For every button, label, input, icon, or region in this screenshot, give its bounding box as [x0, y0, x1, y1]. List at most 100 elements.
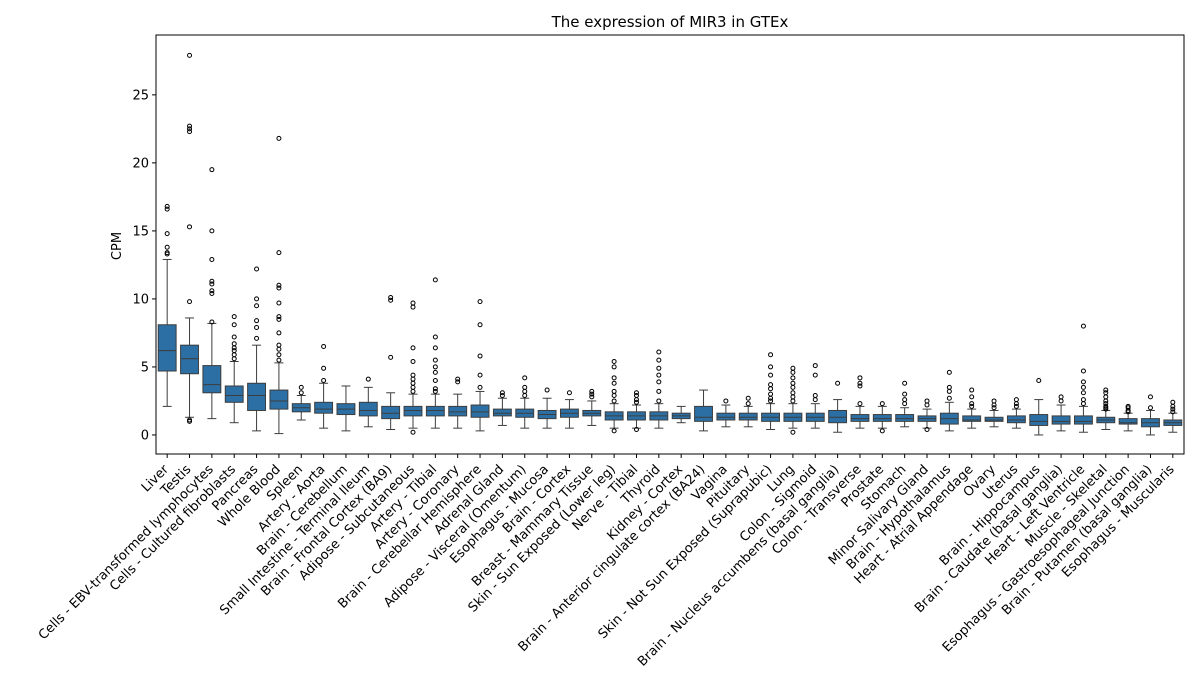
box-group: [805, 363, 825, 429]
outlier-point: [231, 341, 237, 347]
outlier-point: [768, 364, 774, 370]
outlier-point: [321, 378, 327, 384]
outlier-point: [812, 393, 818, 399]
outlier-point: [187, 299, 193, 305]
outlier-point: [164, 231, 170, 237]
outlier-point: [768, 386, 774, 392]
outlier-point: [1170, 403, 1176, 409]
y-tick-label: 15: [132, 224, 149, 239]
box: [202, 365, 222, 394]
box-group: [515, 375, 535, 429]
outlier-point: [1170, 409, 1176, 415]
box: [872, 414, 892, 422]
outlier-point: [1080, 384, 1086, 390]
outlier-point: [790, 384, 796, 390]
outlier-point: [1103, 394, 1109, 400]
outlier-point: [1080, 401, 1086, 407]
outlier-point: [187, 129, 193, 135]
outlier-point: [812, 363, 818, 369]
outlier-point: [477, 384, 483, 390]
outlier-point: [209, 288, 215, 294]
outlier-point: [321, 365, 327, 371]
box-group: [1073, 323, 1093, 433]
outlier-point: [298, 390, 304, 396]
outlier-point: [209, 290, 215, 296]
box-group: [448, 376, 468, 429]
box-group: [694, 389, 713, 432]
y-tick-label: 0: [141, 428, 149, 443]
box-group: [962, 387, 982, 429]
outlier-point: [633, 397, 639, 403]
box-group: [1051, 394, 1071, 432]
outlier-point: [656, 388, 662, 394]
box: [358, 401, 378, 417]
box-group: [1118, 403, 1138, 432]
outlier-point: [1103, 401, 1109, 407]
box-group: [738, 395, 758, 428]
box: [269, 389, 289, 410]
outlier-point: [410, 388, 416, 394]
box-group: [939, 369, 959, 432]
outlier-point: [410, 345, 416, 351]
outlier-point: [790, 375, 796, 381]
y-tick-label: 10: [132, 292, 149, 307]
outlier-point: [611, 428, 617, 434]
box-group: [783, 365, 803, 435]
outlier-point: [611, 393, 617, 399]
box: [180, 344, 199, 375]
outlier-point: [656, 349, 662, 355]
box: [492, 408, 512, 417]
outlier-point: [254, 303, 260, 309]
outlier-point: [209, 281, 215, 287]
box: [962, 415, 982, 422]
box-group: [470, 299, 490, 432]
box-group: [425, 277, 445, 429]
outlier-point: [589, 388, 595, 394]
box-group: [649, 349, 669, 429]
outlier-point: [633, 390, 639, 396]
box: [1029, 414, 1049, 426]
outlier-point: [946, 384, 952, 390]
outlier-point: [410, 372, 416, 378]
outlier-point: [522, 375, 528, 381]
outlier-point: [388, 354, 394, 360]
outlier-point: [499, 390, 505, 396]
outlier-point: [231, 348, 237, 354]
outlier-point: [611, 364, 617, 370]
box: [738, 412, 758, 421]
outlier-point: [902, 380, 908, 386]
box-group: [627, 390, 646, 433]
outlier-point: [276, 330, 282, 336]
box-group: [224, 314, 244, 424]
outlier-point: [611, 358, 617, 364]
outlier-point: [276, 300, 282, 306]
outlier-point: [745, 395, 751, 401]
outlier-point: [254, 296, 260, 302]
outlier-point: [276, 314, 282, 320]
outlier-point: [209, 278, 215, 284]
outlier-point: [410, 384, 416, 390]
outlier-point: [790, 369, 796, 375]
outlier-point: [254, 318, 260, 324]
box-group: [180, 52, 199, 424]
outlier-point: [187, 224, 193, 230]
outlier-point: [432, 357, 438, 363]
outlier-point: [633, 393, 639, 399]
outlier-point: [768, 391, 774, 397]
outlier-point: [790, 380, 796, 386]
outlier-point: [209, 167, 215, 173]
outlier-point: [1103, 403, 1109, 409]
outlier-point: [611, 375, 617, 381]
box-group: [291, 384, 311, 421]
outlier-point: [187, 123, 193, 129]
outlier-point: [231, 322, 237, 328]
outlier-point: [432, 334, 438, 340]
outlier-point: [477, 299, 483, 305]
outlier-point: [231, 345, 237, 351]
box: [247, 382, 267, 411]
y-tick-label: 20: [132, 156, 149, 171]
outlier-point: [768, 398, 774, 404]
box-group: [582, 388, 602, 426]
outlier-point: [254, 266, 260, 272]
outlier-point: [276, 285, 282, 291]
